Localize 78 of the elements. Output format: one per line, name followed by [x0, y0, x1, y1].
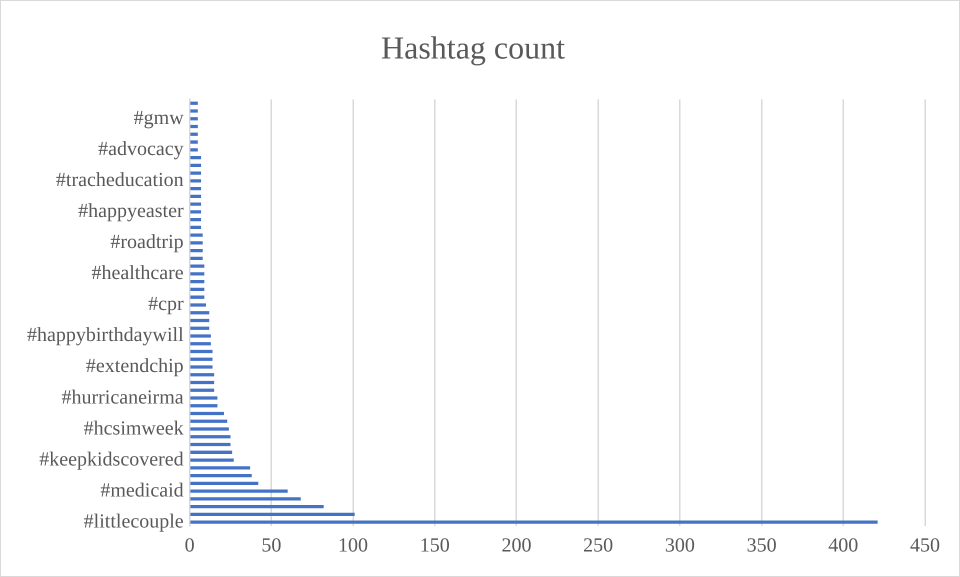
- x-tick-label: 200: [501, 534, 532, 556]
- bar: [190, 124, 198, 128]
- bar: [190, 148, 198, 152]
- bar: [190, 435, 230, 438]
- bar: [190, 109, 198, 113]
- y-tick-label: #cpr: [148, 293, 184, 316]
- bar: [190, 442, 230, 446]
- bar: [190, 249, 203, 252]
- x-tick-label: 450: [910, 534, 940, 556]
- bar: [190, 264, 204, 268]
- y-tick-label: #happyeaster: [78, 200, 184, 222]
- x-tick-label: 50: [261, 534, 282, 556]
- bar: [190, 365, 213, 369]
- y-tick-label: #extendchip: [86, 355, 184, 378]
- bar: [190, 474, 252, 478]
- bar: [190, 202, 202, 206]
- y-tick-label: #hurricaneirma: [61, 386, 184, 408]
- bar: [190, 450, 232, 454]
- bar: [190, 427, 229, 431]
- bar: [190, 234, 203, 237]
- bar: [190, 117, 198, 120]
- bar: [190, 186, 202, 190]
- bar: [190, 358, 213, 361]
- bar: [190, 373, 214, 376]
- bar: [190, 458, 234, 462]
- x-tick-label: 350: [746, 534, 777, 556]
- y-tick-label: #happybirthdaywill: [27, 324, 184, 346]
- bar: [190, 489, 288, 493]
- y-tick-label: #healthcare: [91, 262, 184, 284]
- bar: [190, 497, 301, 500]
- bar: [190, 226, 202, 230]
- x-tick-label: 100: [338, 534, 368, 556]
- bar: [190, 102, 198, 105]
- bar: [190, 272, 204, 276]
- bar: [190, 164, 202, 167]
- bar: [190, 482, 258, 485]
- bar: [190, 311, 210, 314]
- bar: [190, 280, 204, 284]
- bar: [190, 194, 202, 198]
- bar: [190, 288, 204, 292]
- y-tick-label: #tracheducation: [56, 169, 184, 192]
- bar: [190, 179, 202, 182]
- x-tick-label: 250: [583, 534, 614, 556]
- bar: [190, 210, 202, 214]
- bar: [190, 132, 198, 136]
- bar: [190, 218, 202, 222]
- bar: [190, 466, 250, 470]
- bar: [190, 326, 210, 330]
- bar: [190, 412, 224, 416]
- bar: [190, 318, 210, 322]
- bar: [190, 396, 218, 400]
- bar: [190, 140, 198, 144]
- bar: [190, 303, 206, 307]
- bar: [190, 296, 204, 299]
- y-tick-label: #keepkidscovered: [39, 448, 184, 470]
- y-tick-label: #advocacy: [98, 138, 184, 160]
- bar: [190, 350, 213, 354]
- y-tick-label: #gmw: [134, 107, 184, 130]
- bar: [190, 334, 211, 338]
- chart-title: Hashtag count: [381, 30, 566, 66]
- bar: [190, 171, 202, 175]
- y-tick-label: #hcsimweek: [84, 417, 184, 440]
- bar: [190, 520, 878, 524]
- bar: [190, 420, 228, 423]
- x-tick-label: 0: [184, 534, 195, 556]
- bar: [190, 380, 214, 384]
- x-tick-label: 300: [664, 534, 695, 556]
- y-tick-label: #roadtrip: [110, 231, 184, 254]
- y-tick-label: #medicaid: [100, 479, 184, 502]
- bar: [190, 504, 324, 508]
- x-tick-label: 150: [420, 534, 450, 556]
- bar: [190, 388, 214, 392]
- bar: [190, 404, 218, 408]
- y-tick-label: #littlecouple: [84, 510, 184, 532]
- bar: [190, 512, 355, 516]
- bar: [190, 342, 211, 346]
- bar: [190, 156, 202, 160]
- x-tick-label: 400: [828, 534, 858, 556]
